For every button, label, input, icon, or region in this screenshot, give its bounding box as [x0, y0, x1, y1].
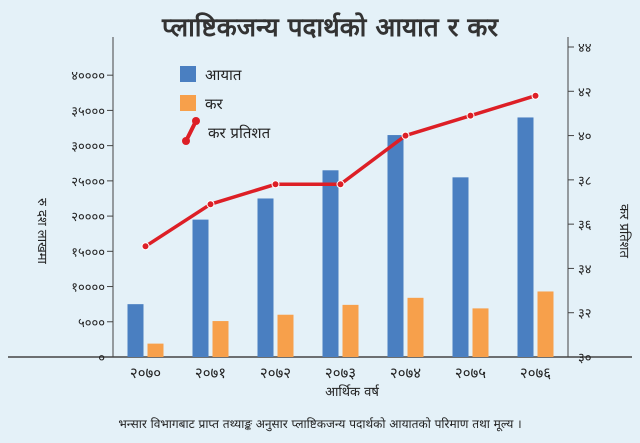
x-tick-label: २०७६	[520, 364, 551, 382]
legend-swatch-tax	[180, 95, 196, 111]
x-tick-label: २०७०	[130, 364, 161, 382]
legend-label-tax: कर	[205, 95, 224, 113]
bar-tax	[342, 304, 359, 357]
bar-import	[192, 219, 209, 357]
y2-tick-label: ३०	[578, 351, 592, 366]
rate-line	[141, 91, 540, 251]
legend-marker-rate	[182, 137, 190, 145]
legend-marker-rate	[192, 117, 200, 125]
y-axis-title: रु दश लाखमा	[34, 198, 49, 264]
y2-tick-label: ३६	[578, 218, 592, 233]
y2-tick-label: ४२	[578, 85, 592, 100]
legend-swatch-import	[180, 66, 196, 82]
y2-tick-label: ३२	[578, 307, 592, 322]
y2-tick-label: ३८	[578, 174, 592, 189]
bar-tax	[147, 343, 164, 357]
y-tick-label: ३५०००	[71, 104, 105, 119]
bar-import	[517, 117, 534, 357]
y-tick-label: ०	[98, 351, 105, 366]
bar-tax	[277, 314, 294, 357]
bar-tax	[472, 308, 489, 357]
rate-point	[141, 242, 150, 251]
x-tick-label: २०७३	[325, 364, 356, 382]
chart-title: प्लाष्टिकजन्य पदार्थको आयात र कर	[161, 12, 499, 43]
bar-import	[257, 198, 274, 357]
bar-import	[322, 170, 339, 357]
legend-label-rate: कर प्रतिशत	[208, 124, 271, 142]
y-tick-label: ५०००	[78, 316, 105, 331]
footnote: भन्सार विभागबाट प्राप्त तथ्याङ्क अनुसार …	[118, 417, 521, 432]
y-tick-label: १००००	[71, 281, 105, 296]
axes: ० ५००० १०००० १५००० २०००० २५००० ३०००० ३५००० ४००००…	[8, 37, 632, 382]
legend-label-import: आयात	[205, 66, 242, 84]
legend: आयात कर कर प्रतिशत	[180, 66, 271, 145]
rate-point	[206, 200, 215, 209]
y2-axis-title: कर प्रतिशत	[616, 204, 632, 258]
x-axis-title: आर्थिक वर्ष	[325, 384, 380, 400]
bar-import	[452, 177, 469, 357]
rate-point	[271, 180, 280, 189]
bar-tax	[212, 321, 229, 357]
y-tick-label: ४००००	[71, 69, 105, 84]
x-tick-label: २०७२	[260, 364, 291, 382]
bar-import	[387, 135, 404, 357]
y-tick-label: ३००००	[71, 140, 105, 155]
bar-import	[127, 304, 144, 357]
y2-tick-label: ४०	[578, 130, 592, 145]
y2-tick-label: ३४	[578, 262, 592, 277]
y-tick-label: १५०००	[71, 245, 105, 260]
rate-point	[336, 180, 345, 189]
bar-tax	[407, 297, 424, 357]
y-tick-label: २५०००	[71, 175, 105, 190]
bars	[127, 117, 554, 357]
bar-tax	[537, 291, 554, 357]
x-tick-label: २०७५	[455, 364, 486, 382]
y2-tick-label: ४४	[578, 41, 592, 56]
rate-point	[401, 131, 410, 140]
rate-point	[531, 91, 540, 100]
x-tick-label: २०७१	[195, 364, 226, 382]
x-tick-label: २०७४	[390, 364, 421, 382]
rate-point	[466, 111, 475, 120]
y-tick-label: २००००	[71, 210, 105, 225]
